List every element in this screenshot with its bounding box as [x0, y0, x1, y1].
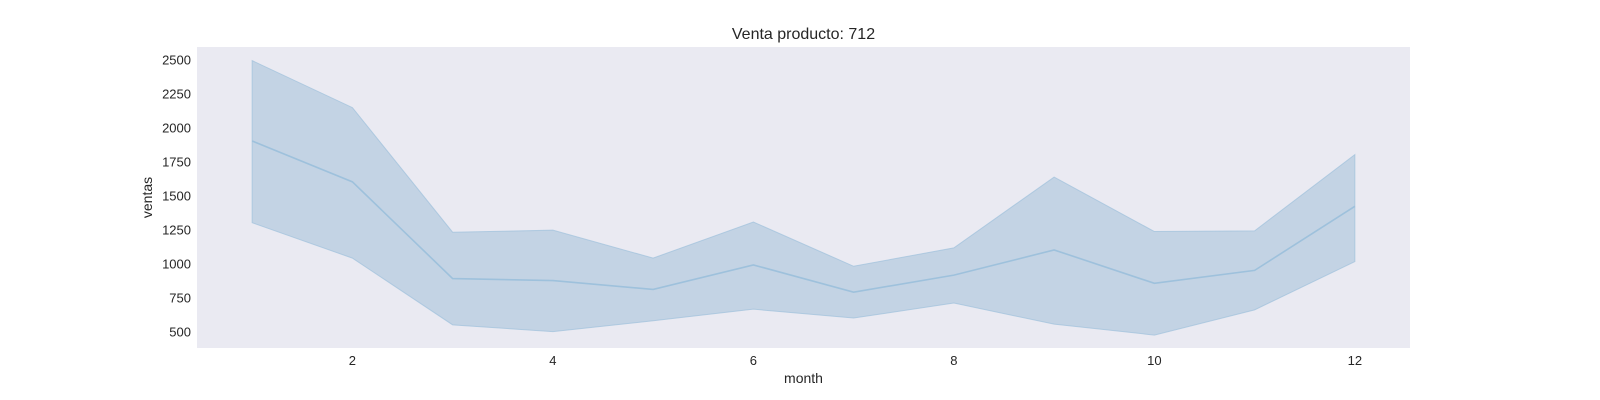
y-tick-label: 2000: [162, 120, 191, 135]
y-tick-label: 750: [169, 291, 191, 306]
confidence-band: [251, 59, 1356, 336]
x-tick-label: 6: [750, 353, 757, 368]
y-tick-label: 1750: [162, 154, 191, 169]
x-tick-label: 8: [950, 353, 957, 368]
x-axis-label: month: [784, 370, 823, 386]
y-tick-label: 1000: [162, 257, 191, 272]
series-line: [251, 140, 1356, 293]
y-tick-label: 2250: [162, 86, 191, 101]
y-tick-label: 1250: [162, 223, 191, 238]
y-axis-ticks: 500 750 1000 1250 1500 1750 2000 2250 2500: [162, 52, 191, 339]
x-tick-label: 10: [1147, 353, 1161, 368]
y-tick-label: 500: [169, 325, 191, 340]
y-tick-label: 1500: [162, 188, 191, 203]
y-tick-label: 2500: [162, 52, 191, 67]
confidence-band-layer: [251, 59, 1356, 336]
y-axis-label: ventas: [139, 177, 155, 218]
x-tick-label: 2: [349, 353, 356, 368]
series-line-layer: [251, 140, 1356, 293]
x-tick-label: 4: [549, 353, 556, 368]
x-axis-ticks: 2 4 6 8 10 12: [349, 353, 1362, 368]
x-tick-label: 12: [1348, 353, 1362, 368]
chart-title: Venta producto: 712: [732, 26, 875, 43]
